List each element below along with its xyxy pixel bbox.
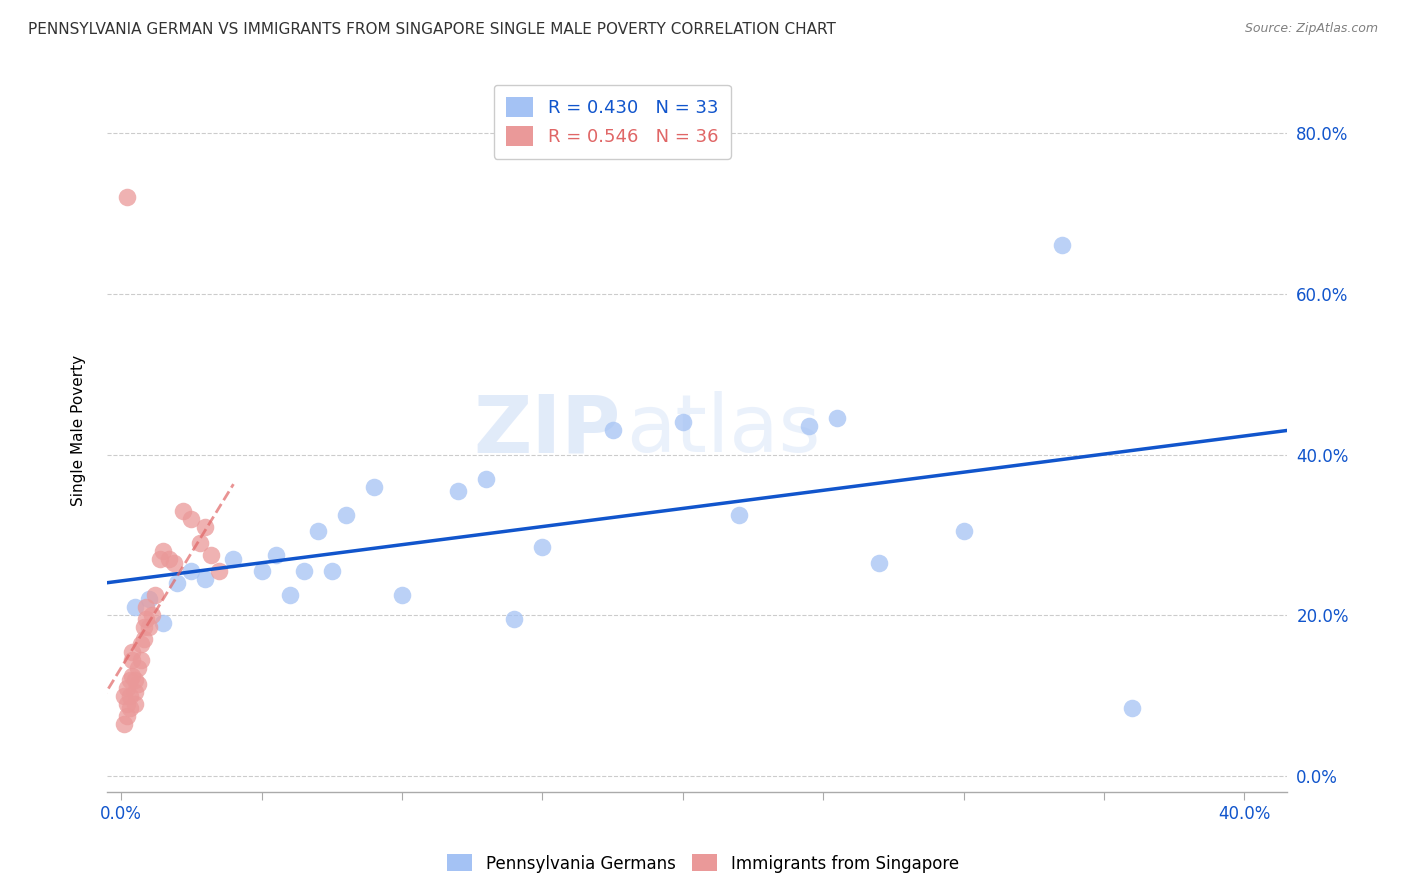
Point — [135, 600, 157, 615]
Point — [363, 480, 385, 494]
Point — [118, 673, 141, 687]
Point — [292, 564, 315, 578]
Point — [124, 600, 146, 615]
Point — [952, 524, 974, 538]
Point — [121, 644, 143, 658]
Point — [115, 681, 138, 695]
Point — [132, 620, 155, 634]
Point — [115, 190, 138, 204]
Point — [112, 689, 135, 703]
Text: atlas: atlas — [626, 392, 821, 469]
Point — [222, 552, 245, 566]
Legend: Pennsylvania Germans, Immigrants from Singapore: Pennsylvania Germans, Immigrants from Si… — [440, 847, 966, 880]
Point — [141, 608, 163, 623]
Point — [1050, 238, 1073, 252]
Point — [132, 632, 155, 647]
Point — [602, 424, 624, 438]
Point — [1121, 701, 1143, 715]
Text: PENNSYLVANIA GERMAN VS IMMIGRANTS FROM SINGAPORE SINGLE MALE POVERTY CORRELATION: PENNSYLVANIA GERMAN VS IMMIGRANTS FROM S… — [28, 22, 837, 37]
Point — [503, 612, 526, 626]
Point — [157, 552, 180, 566]
Point — [335, 508, 357, 522]
Point — [115, 709, 138, 723]
Point — [250, 564, 273, 578]
Point — [118, 689, 141, 703]
Point — [180, 564, 202, 578]
Point — [208, 564, 231, 578]
Point — [143, 588, 166, 602]
Point — [138, 620, 160, 634]
Y-axis label: Single Male Poverty: Single Male Poverty — [72, 355, 86, 506]
Point — [121, 668, 143, 682]
Point — [124, 673, 146, 687]
Point — [531, 540, 554, 554]
Point — [672, 415, 695, 429]
Point — [391, 588, 413, 602]
Point — [112, 717, 135, 731]
Point — [124, 685, 146, 699]
Point — [115, 697, 138, 711]
Point — [138, 592, 160, 607]
Point — [200, 548, 222, 562]
Point — [163, 556, 186, 570]
Point — [118, 701, 141, 715]
Point — [152, 616, 174, 631]
Text: Source: ZipAtlas.com: Source: ZipAtlas.com — [1244, 22, 1378, 36]
Point — [135, 612, 157, 626]
Point — [264, 548, 287, 562]
Point — [278, 588, 301, 602]
Point — [129, 636, 152, 650]
Point — [728, 508, 751, 522]
Point — [129, 652, 152, 666]
Point — [799, 419, 821, 434]
Point — [825, 411, 848, 425]
Point — [307, 524, 329, 538]
Point — [166, 576, 188, 591]
Point — [172, 504, 194, 518]
Point — [194, 572, 217, 586]
Point — [475, 472, 498, 486]
Point — [152, 544, 174, 558]
Point — [868, 556, 890, 570]
Point — [188, 536, 211, 550]
Point — [124, 697, 146, 711]
Point — [194, 520, 217, 534]
Point — [127, 660, 149, 674]
Point — [121, 652, 143, 666]
Point — [149, 552, 172, 566]
Point — [180, 512, 202, 526]
Point — [127, 677, 149, 691]
Legend: R = 0.430   N = 33, R = 0.546   N = 36: R = 0.430 N = 33, R = 0.546 N = 36 — [494, 85, 731, 159]
Point — [321, 564, 343, 578]
Text: ZIP: ZIP — [472, 392, 620, 469]
Point — [447, 483, 470, 498]
